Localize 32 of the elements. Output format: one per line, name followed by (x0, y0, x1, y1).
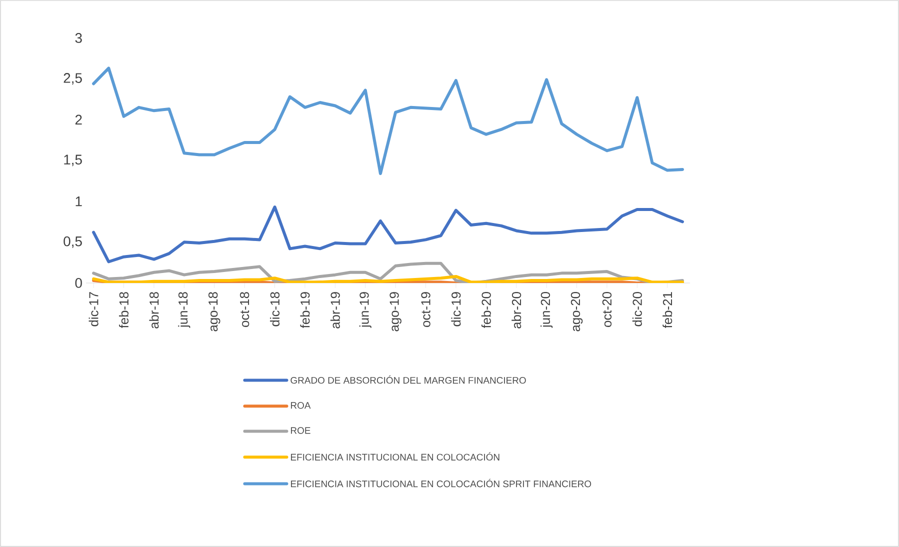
y-tick-label: 2,5 (64, 73, 82, 85)
y-tick-label: 1,5 (64, 154, 82, 166)
x-tick-label: abr-20 (512, 292, 522, 328)
x-tick-label: ago-19 (390, 292, 402, 332)
x-tick-label: abr-19 (330, 292, 340, 328)
legend-label: GRADO DE ABSORCIÓN DEL MARGEN FINANCIERO (290, 375, 526, 384)
x-tick-label: jun-20 (540, 292, 553, 328)
x-tick-label: ago-18 (208, 292, 220, 332)
legend-label: ROE (290, 427, 310, 434)
y-tick-label: 0,5 (64, 236, 82, 248)
x-tick-label: oct-19 (421, 292, 430, 327)
x-tick-label: jun-18 (178, 292, 190, 328)
x-tick-label: dic-19 (451, 292, 461, 326)
x-tick-label: feb-21 (662, 292, 672, 328)
x-tick-label: dic-18 (270, 292, 280, 326)
legend-label: EFICIENCIA INSTITUCIONAL EN COLOCACIÓN SPRIT FINANCIERO (290, 478, 592, 488)
x-tick-label: feb-20 (481, 292, 491, 328)
y-tick-label: 3 (75, 33, 82, 43)
x-tick-label: dic-17 (88, 292, 98, 326)
x-tick-label: dic-20 (632, 292, 642, 326)
x-tick-label: feb-18 (119, 292, 129, 328)
x-tick-label: feb-19 (300, 292, 310, 328)
y-tick-label: 2 (75, 114, 82, 125)
x-tick-label: oct-18 (240, 292, 250, 327)
legend-label: ROA (290, 402, 311, 409)
legend-label: EFICIENCIA INSTITUCIONAL EN COLOCACIÓN (290, 452, 500, 461)
y-tick-label: 1 (76, 196, 82, 206)
x-tick-label: oct-20 (602, 292, 612, 327)
x-tick-label: jun-19 (359, 292, 372, 328)
y-tick-label: 0 (75, 278, 82, 288)
x-tick-label: ago-20 (570, 292, 583, 332)
x-tick-label: abr-18 (149, 292, 159, 328)
